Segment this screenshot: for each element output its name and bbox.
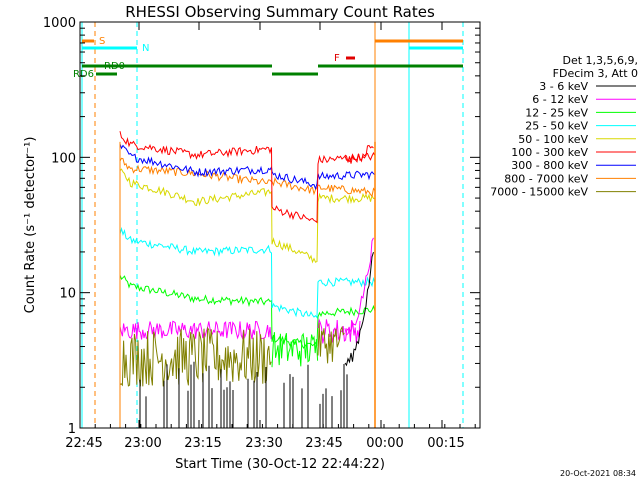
series-tail-black (344, 252, 374, 367)
series-line-red (119, 131, 376, 224)
y-tick-label: 100 (51, 151, 76, 166)
y-tick-label: 1000 (43, 16, 76, 31)
flag-bars: S N F RD0 RD6 (73, 36, 463, 80)
flag-label: N (142, 43, 149, 54)
series-band-olive (119, 326, 272, 387)
series-tail-magenta (344, 237, 374, 336)
x-tick-label: 23:45 (305, 436, 342, 451)
legend-entry: 100 - 300 keV (511, 146, 588, 159)
legend-entry: 12 - 25 keV (525, 106, 588, 119)
axes: 22:45 23:00 23:15 23:30 23:45 00:00 00:15 1 10 10… (43, 16, 480, 451)
legend-header: FDecim 3, Att 0 (553, 67, 638, 80)
x-tick-label: 23:30 (245, 436, 282, 451)
legend-header: Det 1,3,5,6,9, (562, 54, 638, 67)
legend: Det 1,3,5,6,9,FDecim 3, Att 03 - 6 keV6 … (490, 54, 638, 199)
legend-entry: 7000 - 15000 keV (490, 186, 588, 199)
legend-entry: 3 - 6 keV (539, 80, 588, 93)
series-line-green (119, 274, 376, 349)
series-band-magenta (119, 320, 272, 340)
series-band-green (271, 332, 319, 368)
chart-title: RHESSI Observing Summary Count Rates (125, 3, 435, 21)
legend-entry: 50 - 100 keV (518, 133, 588, 146)
count-rate-series (119, 131, 376, 428)
x-tick-label: 23:15 (184, 436, 221, 451)
series-line-cyan (119, 226, 376, 319)
series-line-blue (119, 143, 376, 191)
series-band-magenta-2 (317, 318, 361, 344)
legend-entry: 300 - 800 keV (511, 159, 588, 172)
x-tick-label: 00:15 (427, 436, 464, 451)
x-tick-label: 22:45 (65, 436, 102, 451)
legend-entry: 25 - 50 keV (525, 120, 588, 133)
series-band-olive-2 (317, 322, 345, 364)
series-spikes-black (139, 361, 348, 428)
y-tick-label: 1 (68, 422, 76, 437)
series-line-yellow (119, 168, 376, 264)
flag-label: RD6 (73, 69, 94, 80)
y-axis-label: Count Rate (s⁻¹ detector⁻¹) (23, 137, 38, 314)
x-tick-label: 23:00 (124, 436, 161, 451)
flag-label: S (99, 36, 105, 47)
legend-entry: 800 - 7000 keV (504, 172, 588, 185)
flag-label: F (334, 53, 340, 64)
plot-frame (79, 21, 481, 429)
x-axis-label: Start Time (30-Oct-12 22:44:22) (175, 457, 385, 472)
legend-entry: 6 - 12 keV (532, 93, 588, 106)
series-line-orange (119, 157, 376, 198)
footer-date: 20-Oct-2021 08:34 (560, 469, 636, 478)
y-tick-label: 10 (59, 287, 76, 302)
x-tick-label: 00:00 (366, 436, 403, 451)
flag-label: RD0 (104, 61, 125, 72)
series-tail-red (344, 144, 374, 164)
